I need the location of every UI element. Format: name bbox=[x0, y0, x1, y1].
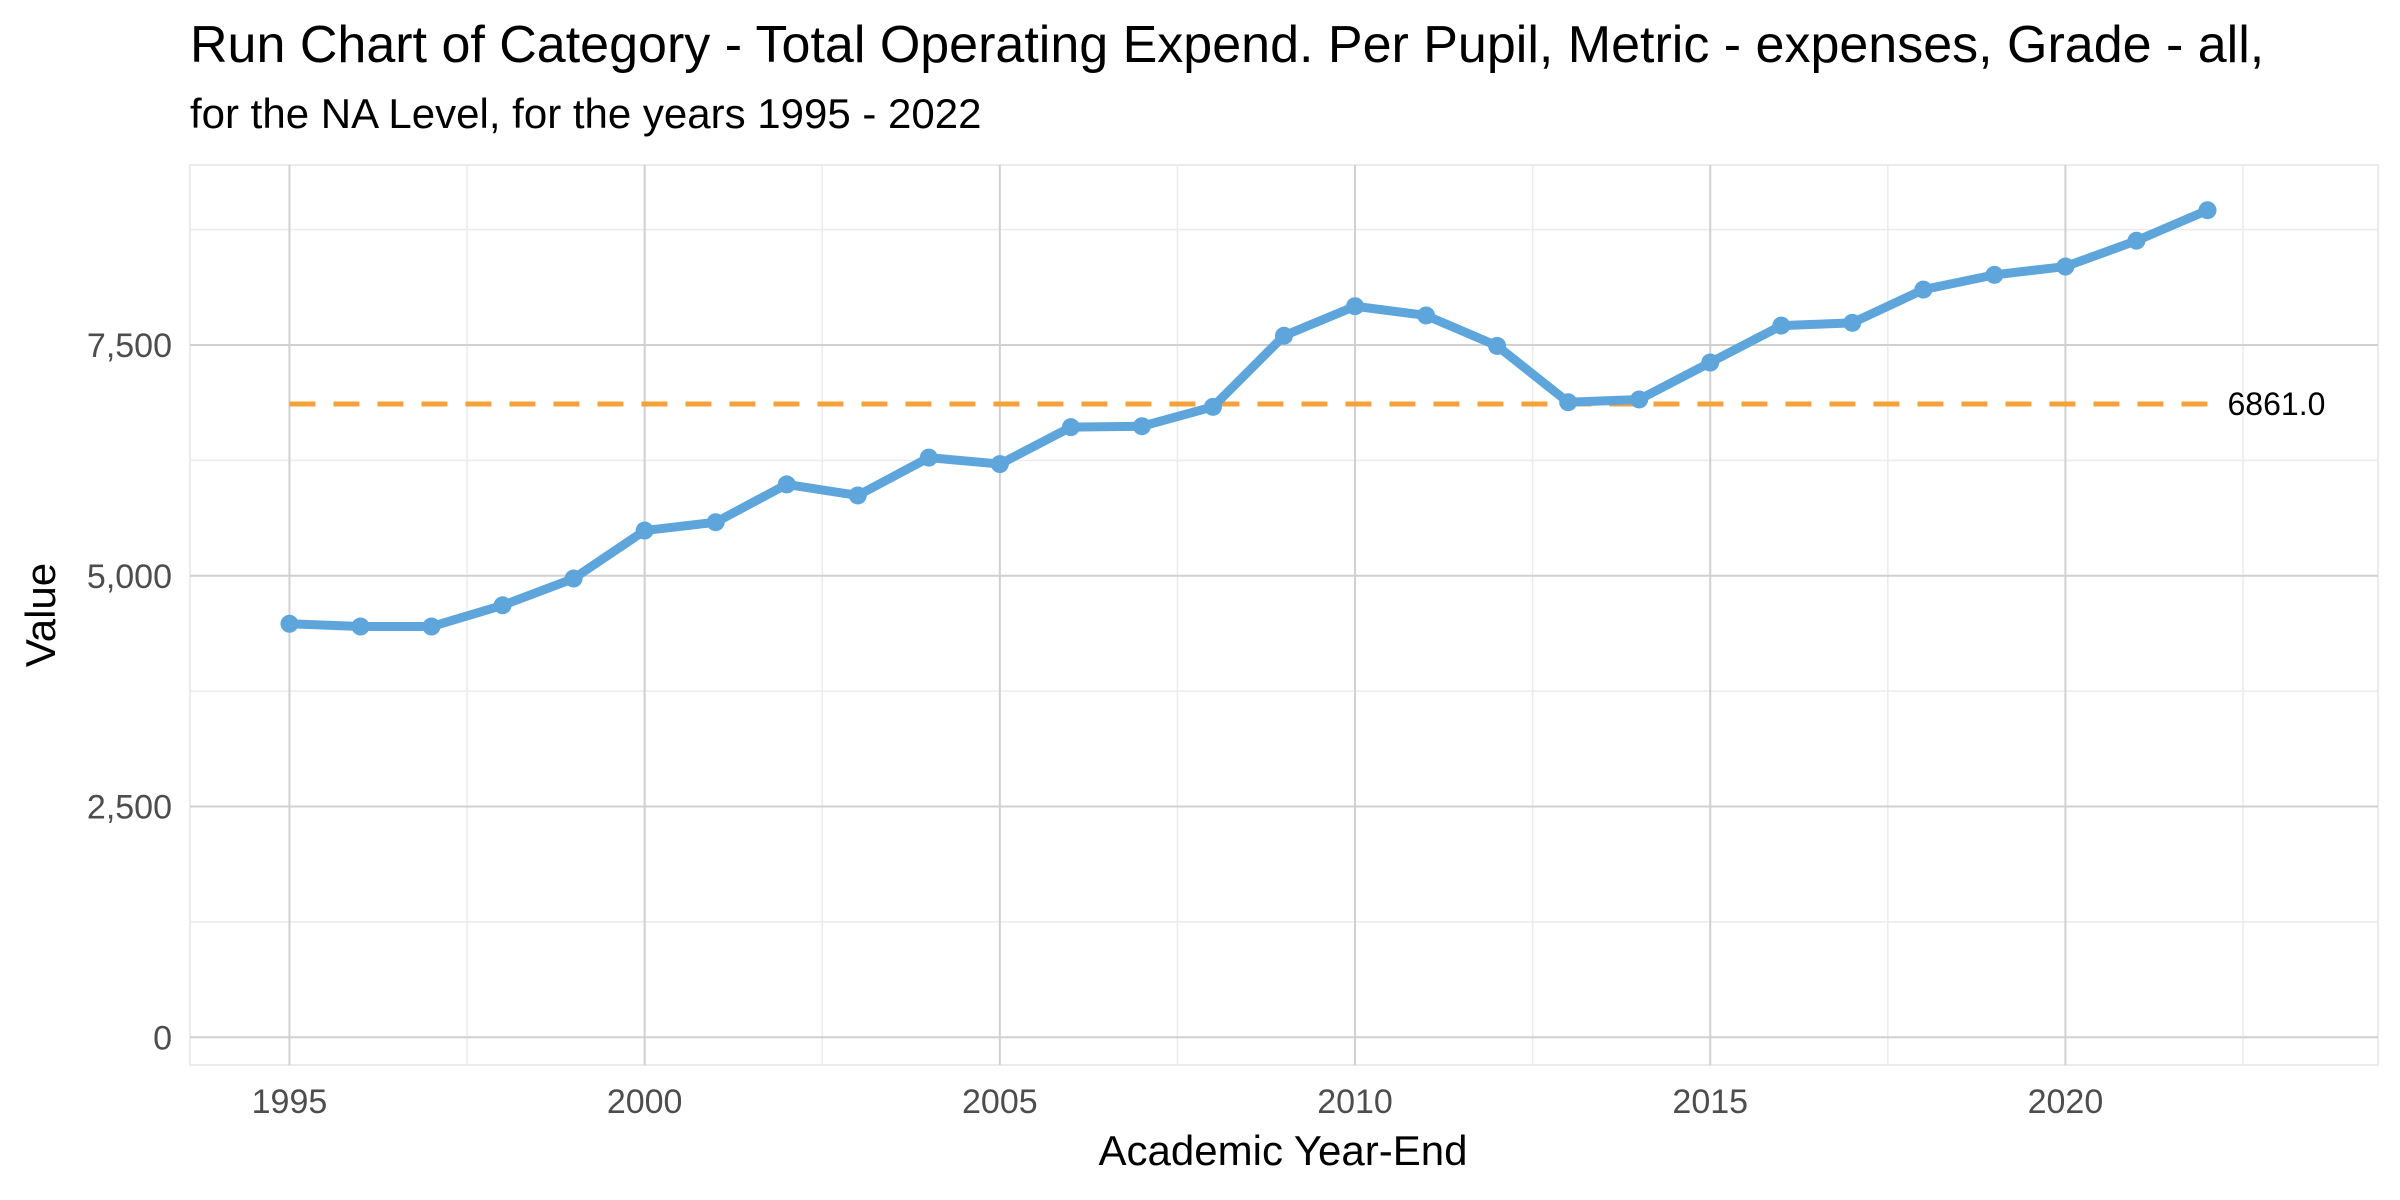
data-point bbox=[1275, 326, 1293, 345]
plot-panel-border bbox=[189, 164, 2379, 1066]
data-point bbox=[1203, 397, 1222, 416]
data-point bbox=[351, 617, 370, 636]
x-axis-title: Academic Year-End bbox=[1099, 1127, 1468, 1174]
data-point bbox=[493, 596, 512, 615]
x-tick-label: 2000 bbox=[607, 1083, 683, 1121]
data-point bbox=[635, 521, 654, 540]
y-tick-label: 0 bbox=[153, 1019, 172, 1057]
chart-subtitle: for the NA Level, for the years 1995 - 2… bbox=[190, 90, 981, 137]
data-point bbox=[2056, 257, 2075, 276]
data-point bbox=[2127, 231, 2146, 250]
data-point bbox=[422, 617, 441, 636]
data-point bbox=[1132, 417, 1151, 436]
data-point bbox=[1843, 313, 1862, 332]
data-point bbox=[280, 614, 299, 633]
data-point bbox=[990, 455, 1009, 474]
data-point bbox=[1630, 390, 1649, 409]
data-point bbox=[1559, 393, 1578, 412]
data-point bbox=[706, 513, 725, 532]
data-point bbox=[1488, 336, 1507, 355]
plot-area: 0 2,500 5,000 7,500 1995 2000 2005 2010 2015 2020… bbox=[87, 164, 2379, 1121]
reference-line-label: 6861.0 bbox=[2228, 386, 2326, 422]
chart-title: Run Chart of Category - Total Operating … bbox=[190, 16, 2264, 74]
data-point bbox=[848, 486, 867, 505]
x-tick-label: 2015 bbox=[1672, 1083, 1748, 1121]
x-tick-label: 2010 bbox=[1317, 1083, 1393, 1121]
data-point bbox=[1061, 418, 1080, 437]
y-axis-title: Value bbox=[17, 563, 64, 667]
x-tick-label: 2020 bbox=[2028, 1083, 2104, 1121]
data-point bbox=[1914, 280, 1933, 299]
data-point bbox=[1772, 316, 1791, 335]
y-tick-label: 7,500 bbox=[87, 327, 172, 365]
data-point bbox=[564, 569, 583, 588]
data-point bbox=[1346, 297, 1365, 316]
y-tick-label: 5,000 bbox=[87, 558, 172, 596]
data-point bbox=[1417, 306, 1436, 325]
x-tick-label: 2005 bbox=[962, 1083, 1038, 1121]
y-tick-label: 2,500 bbox=[87, 789, 172, 827]
data-point bbox=[777, 475, 796, 494]
data-point bbox=[1701, 353, 1720, 372]
x-tick-label: 1995 bbox=[252, 1083, 328, 1121]
data-point bbox=[1985, 265, 2004, 284]
data-point bbox=[919, 448, 938, 467]
data-point bbox=[2198, 201, 2217, 220]
series-line bbox=[284, 205, 2213, 632]
